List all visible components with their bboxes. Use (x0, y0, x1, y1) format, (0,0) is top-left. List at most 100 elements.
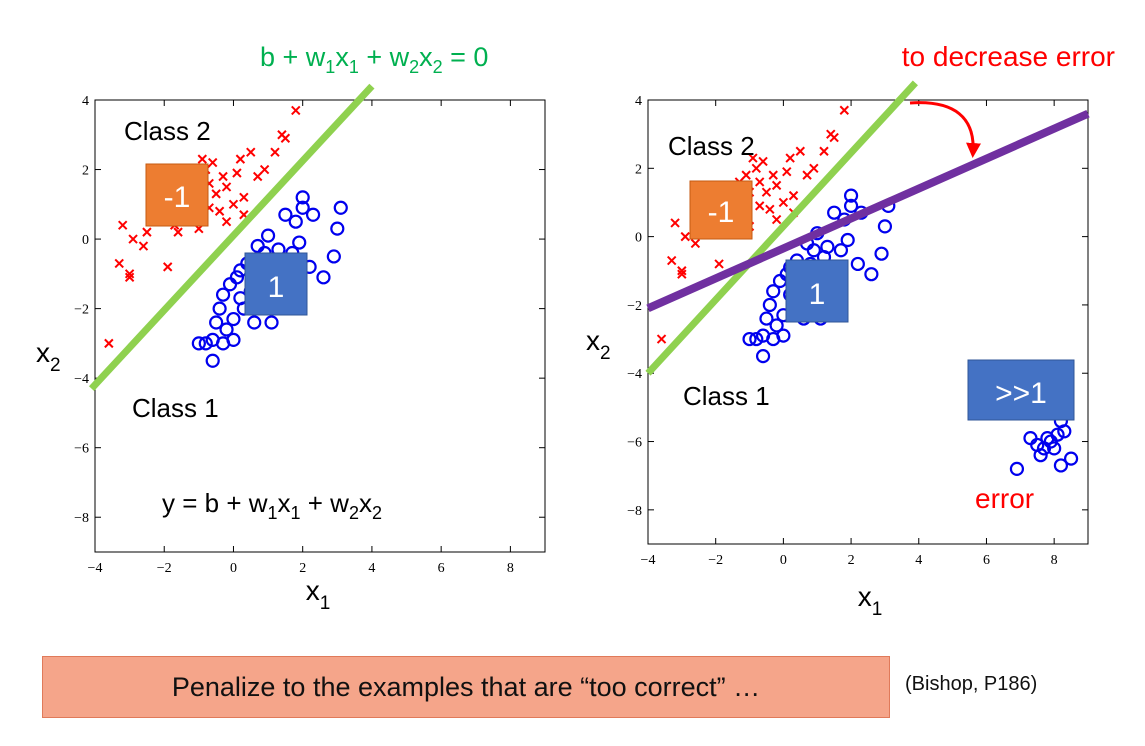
class1-point (247, 315, 262, 330)
class1-point (305, 207, 321, 222)
class2-point (680, 231, 690, 242)
class2-point (788, 190, 799, 201)
y-tick-label: −6 (74, 442, 89, 457)
class2-point (666, 255, 677, 266)
target-minus-one-label: -1 (708, 196, 735, 229)
target-box-minus-one (145, 163, 209, 227)
class2-point (758, 156, 768, 167)
class2-point (114, 258, 124, 269)
x-tick-label: 0 (230, 561, 237, 576)
class2-point (228, 199, 239, 210)
class1-point (295, 200, 310, 215)
class1-label: Class 1 (683, 381, 770, 411)
y-tick-label: 0 (82, 233, 89, 248)
y-tick-labels: −8 −6 −4 −2 0 2 4 (74, 94, 89, 526)
class1-point (759, 311, 774, 326)
class2-label: Class 2 (668, 131, 755, 161)
class1-point (843, 188, 859, 203)
banner-text: Penalize to the examples that are “too c… (171, 671, 761, 702)
plot-frame (94, 99, 546, 553)
class2-point (270, 147, 280, 157)
class2-point (197, 154, 208, 164)
class2-point (239, 192, 249, 203)
class1-point (1063, 451, 1079, 466)
y-tick-label: −6 (627, 436, 642, 451)
x-tick-label: −4 (88, 561, 103, 576)
class1-point (212, 301, 227, 316)
class2-point (751, 163, 762, 174)
x-tick-label: −2 (708, 553, 723, 568)
x-tick-label: 2 (299, 561, 306, 576)
class1-point (850, 256, 865, 272)
x-tick-label: 4 (915, 553, 922, 568)
shifted-boundary-line (646, 110, 1090, 312)
class2-point (128, 234, 138, 244)
class2-point (785, 153, 795, 163)
class1-point (250, 238, 265, 254)
class2-point (778, 197, 789, 208)
citation: (Bishop, P186) (905, 673, 1038, 695)
class1-point (1023, 431, 1038, 446)
class1-point (278, 207, 293, 222)
x-axis-label: x1 (306, 575, 331, 614)
class2-point (771, 214, 782, 225)
plot-frame (647, 99, 1089, 545)
right-scatter-plot: −4 −2 0 2 4 6 8 −8 −6 −4 −2 0 2 4 -1 1 >>1 Class 2 C… (586, 41, 1115, 620)
class2-point (782, 167, 792, 177)
target-box-one (785, 259, 849, 323)
class2-point (232, 168, 242, 178)
class1-point (209, 315, 224, 330)
class1-point (295, 190, 310, 205)
class2-point (259, 164, 270, 175)
class1-point (226, 311, 241, 327)
class1-point (864, 267, 879, 282)
class2-point (207, 157, 218, 168)
class1-point (877, 219, 893, 234)
y-tick-label: −8 (627, 504, 642, 519)
target-box-outlier (967, 359, 1075, 421)
class2-point (124, 272, 135, 283)
x-tick-label: 8 (1051, 553, 1058, 568)
class2-point (754, 177, 765, 187)
y-tick-label: −2 (74, 303, 89, 318)
class2-point (802, 170, 812, 180)
class1-point (316, 270, 331, 285)
y-tick-label: −4 (74, 372, 89, 387)
annotation-decrease-error: to decrease error (902, 41, 1115, 72)
class1-point (1033, 448, 1048, 463)
y-tick-label: −2 (627, 299, 642, 314)
class2-point (771, 180, 782, 191)
class1-point (769, 318, 784, 333)
class2-point (124, 269, 135, 279)
class2-point (246, 147, 256, 157)
target-one-label: 1 (268, 271, 285, 304)
class2-point (748, 153, 758, 163)
axis-ticks (94, 99, 545, 552)
class2-point (741, 170, 751, 180)
class2-point (670, 218, 680, 228)
y-tick-label: 2 (82, 164, 89, 179)
y-tick-label: 2 (635, 162, 642, 177)
class2-point (714, 259, 724, 269)
class2-point (819, 146, 829, 156)
target-box-minus-one (689, 180, 753, 240)
y-axis-label: x2 (36, 337, 61, 376)
class1-point (762, 297, 777, 313)
left-scatter-plot: −4 −2 0 2 4 6 8 −8 −6 −4 −2 0 2 4 -1 1 Class 2 Class… (36, 42, 546, 614)
x-tick-label: 6 (983, 553, 990, 568)
class2-point (218, 171, 228, 182)
target-outlier-label: >>1 (995, 377, 1047, 410)
annotation-error: error (975, 483, 1034, 514)
class1-point (772, 273, 788, 289)
class1-point (1050, 427, 1065, 442)
class2-point (173, 227, 183, 237)
class2-point (214, 206, 225, 216)
x-axis-label: x1 (858, 581, 883, 620)
class2-point (211, 189, 221, 199)
y-tick-label: 4 (635, 94, 642, 109)
x-tick-label: 6 (438, 561, 445, 576)
class1-point (222, 277, 238, 292)
class2-point (795, 146, 806, 156)
class2-point (117, 220, 128, 230)
